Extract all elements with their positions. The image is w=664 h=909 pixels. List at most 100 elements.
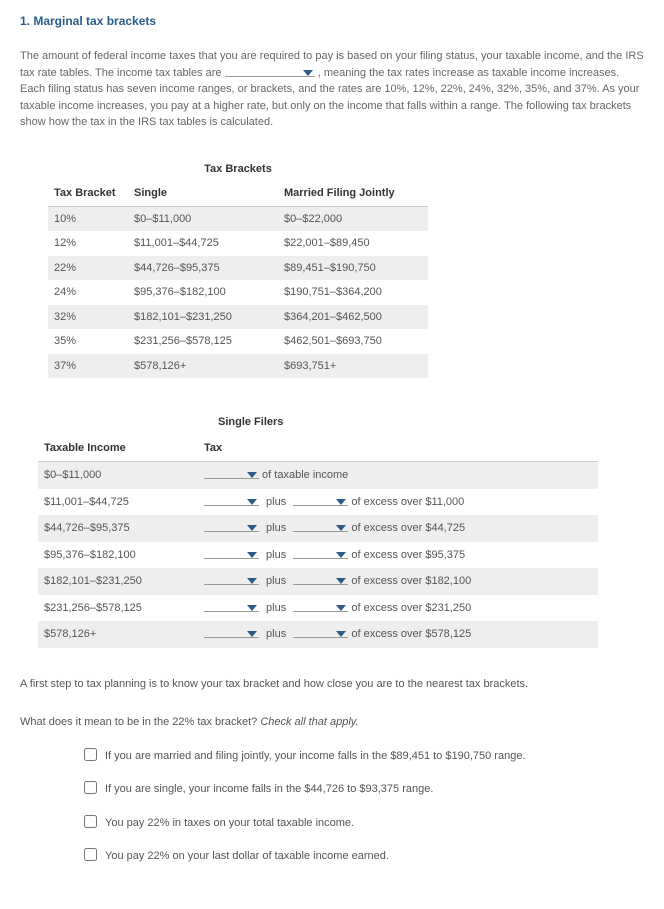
tax-dropdown[interactable] [204,547,259,559]
chevron-down-icon [247,467,257,484]
option-checkbox[interactable] [84,748,97,761]
section-title: 1. Marginal tax brackets [20,12,644,30]
checkbox-row: You pay 22% in taxes on your total taxab… [80,812,644,832]
table-row: $0–$11,000 of taxable income [38,462,598,489]
brackets-caption: Tax Brackets [48,161,428,178]
single-cell-after: of excess over $182,100 [348,575,471,587]
chevron-down-icon [336,626,346,643]
table-row: 10%$0–$11,000$0–$22,000 [48,206,428,231]
brackets-cell-single: $231,256–$578,125 [128,329,278,354]
brackets-cell-mfj: $190,751–$364,200 [278,280,428,305]
checkbox-row: You pay 22% on your last dollar of taxab… [80,845,644,865]
tax-dropdown[interactable] [204,600,259,612]
single-cell-after: of excess over $44,725 [348,522,465,534]
single-cell-income: $231,256–$578,125 [38,595,198,622]
plus-label: plus [259,549,293,561]
single-cell-tax: plus of excess over $182,100 [198,568,598,595]
chevron-down-icon [247,547,257,564]
brackets-header-single: Single [128,181,278,206]
plus-label: plus [259,496,293,508]
tax-dropdown[interactable] [204,626,259,638]
single-cell-income: $44,726–$95,375 [38,515,198,542]
brackets-cell-single: $11,001–$44,725 [128,231,278,256]
table-row: $11,001–$44,725 plus of excess over $11,… [38,489,598,516]
tax-dropdown[interactable] [204,467,259,479]
chevron-down-icon [247,520,257,537]
table-row: 37%$578,126+$693,751+ [48,354,428,379]
table-row: 35%$231,256–$578,125$462,501–$693,750 [48,329,428,354]
table-row: 32%$182,101–$231,250$364,201–$462,500 [48,305,428,330]
table-row: $231,256–$578,125 plus of excess over $2… [38,595,598,622]
chevron-down-icon [336,494,346,511]
single-cell-after: of taxable income [259,469,348,481]
single-header-tax: Tax [198,435,598,462]
tax-brackets-table: Tax Bracket Single Married Filing Jointl… [48,181,428,378]
option-label: If you are married and filing jointly, y… [105,750,526,762]
table-row: $182,101–$231,250 plus of excess over $1… [38,568,598,595]
chevron-down-icon [247,494,257,511]
chevron-down-icon [336,520,346,537]
option-checkbox[interactable] [84,815,97,828]
tax-dropdown[interactable] [293,573,348,585]
plus-label: plus [259,575,293,587]
brackets-cell-mfj: $89,451–$190,750 [278,256,428,281]
checkbox-row: If you are married and filing jointly, y… [80,745,644,765]
single-cell-tax: plus of excess over $578,125 [198,621,598,648]
tax-dropdown[interactable] [293,494,348,506]
option-label: You pay 22% in taxes on your total taxab… [105,817,354,829]
tax-dropdown[interactable] [293,626,348,638]
checkbox-group: If you are married and filing jointly, y… [80,745,644,865]
intro-dropdown[interactable] [225,65,315,77]
question-lead: What does it mean to be in the 22% tax b… [20,716,260,728]
single-filers-caption: Single Filers [218,414,644,431]
brackets-cell-rate: 35% [48,329,128,354]
chevron-down-icon [247,573,257,590]
brackets-header-rate: Tax Bracket [48,181,128,206]
table-row: 12%$11,001–$44,725$22,001–$89,450 [48,231,428,256]
tax-dropdown[interactable] [293,547,348,559]
single-cell-income: $95,376–$182,100 [38,542,198,569]
table-row: $578,126+ plus of excess over $578,125 [38,621,598,648]
plus-label: plus [259,602,293,614]
single-cell-after: of excess over $578,125 [348,628,471,640]
single-cell-after: of excess over $11,000 [348,496,464,508]
single-cell-after: of excess over $95,375 [348,549,465,561]
option-checkbox[interactable] [84,781,97,794]
option-checkbox[interactable] [84,848,97,861]
brackets-cell-single: $0–$11,000 [128,206,278,231]
tax-dropdown[interactable] [293,600,348,612]
single-header-income: Taxable Income [38,435,198,462]
chevron-down-icon [336,547,346,564]
brackets-cell-mfj: $22,001–$89,450 [278,231,428,256]
single-cell-tax: plus of excess over $44,725 [198,515,598,542]
single-filers-table: Taxable Income Tax $0–$11,000 of taxable… [38,435,598,648]
tax-dropdown[interactable] [204,573,259,585]
chevron-down-icon [247,626,257,643]
chevron-down-icon [336,573,346,590]
brackets-header-mfj: Married Filing Jointly [278,181,428,206]
brackets-cell-rate: 22% [48,256,128,281]
single-cell-income: $182,101–$231,250 [38,568,198,595]
brackets-cell-single: $44,726–$95,375 [128,256,278,281]
brackets-cell-single: $578,126+ [128,354,278,379]
tax-dropdown[interactable] [204,494,259,506]
single-cell-income: $578,126+ [38,621,198,648]
single-cell-tax: plus of excess over $11,000 [198,489,598,516]
brackets-cell-rate: 12% [48,231,128,256]
chevron-down-icon [303,65,313,82]
chevron-down-icon [336,600,346,617]
single-cell-tax: of taxable income [198,462,598,489]
single-cell-tax: plus of excess over $95,375 [198,542,598,569]
table-row: $95,376–$182,100 plus of excess over $95… [38,542,598,569]
table-row: $44,726–$95,375 plus of excess over $44,… [38,515,598,542]
tax-dropdown[interactable] [204,520,259,532]
plus-label: plus [259,522,293,534]
tax-dropdown[interactable] [293,520,348,532]
single-cell-income: $11,001–$44,725 [38,489,198,516]
single-cell-income: $0–$11,000 [38,462,198,489]
single-cell-after: of excess over $231,250 [348,602,471,614]
brackets-cell-single: $95,376–$182,100 [128,280,278,305]
checkbox-row: If you are single, your income falls in … [80,778,644,798]
option-label: You pay 22% on your last dollar of taxab… [105,850,389,862]
table-row: 22%$44,726–$95,375$89,451–$190,750 [48,256,428,281]
